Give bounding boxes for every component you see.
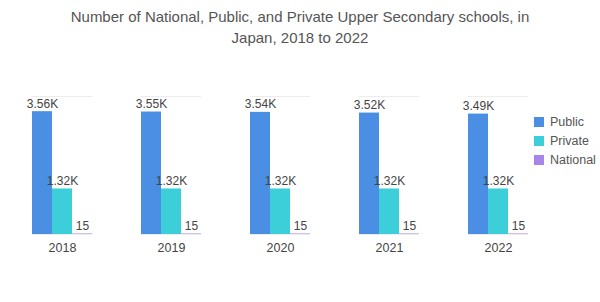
- svg-text:2020: 2020: [267, 241, 295, 255]
- svg-text:2022: 2022: [485, 241, 513, 255]
- svg-text:3.54K: 3.54K: [245, 97, 276, 111]
- svg-text:3.56K: 3.56K: [27, 97, 58, 111]
- svg-text:15: 15: [185, 219, 199, 233]
- html-text:National: National: [550, 152, 596, 167]
- html-text:Public: Public: [550, 114, 584, 129]
- svg-text:1.32K: 1.32K: [156, 174, 187, 188]
- svg-text:15: 15: [294, 219, 308, 233]
- html-text:Number of National, Public, an: Number of National, Public, and Private …: [70, 8, 530, 46]
- svg-text:1.32K: 1.32K: [374, 174, 405, 188]
- svg-text:15: 15: [403, 219, 417, 233]
- svg-text:3.49K: 3.49K: [463, 99, 494, 113]
- html-text:Private: Private: [550, 133, 589, 148]
- svg-text:3.55K: 3.55K: [136, 97, 167, 111]
- svg-text:2019: 2019: [158, 241, 186, 255]
- svg-text:2018: 2018: [49, 241, 77, 255]
- svg-text:3.52K: 3.52K: [354, 98, 385, 112]
- svg-text:1.32K: 1.32K: [265, 174, 296, 188]
- svg-text:1.32K: 1.32K: [483, 174, 514, 188]
- svg-text:2021: 2021: [376, 241, 404, 255]
- svg-text:15: 15: [512, 219, 526, 233]
- svg-text:1.32K: 1.32K: [47, 174, 78, 188]
- svg-text:15: 15: [76, 219, 90, 233]
